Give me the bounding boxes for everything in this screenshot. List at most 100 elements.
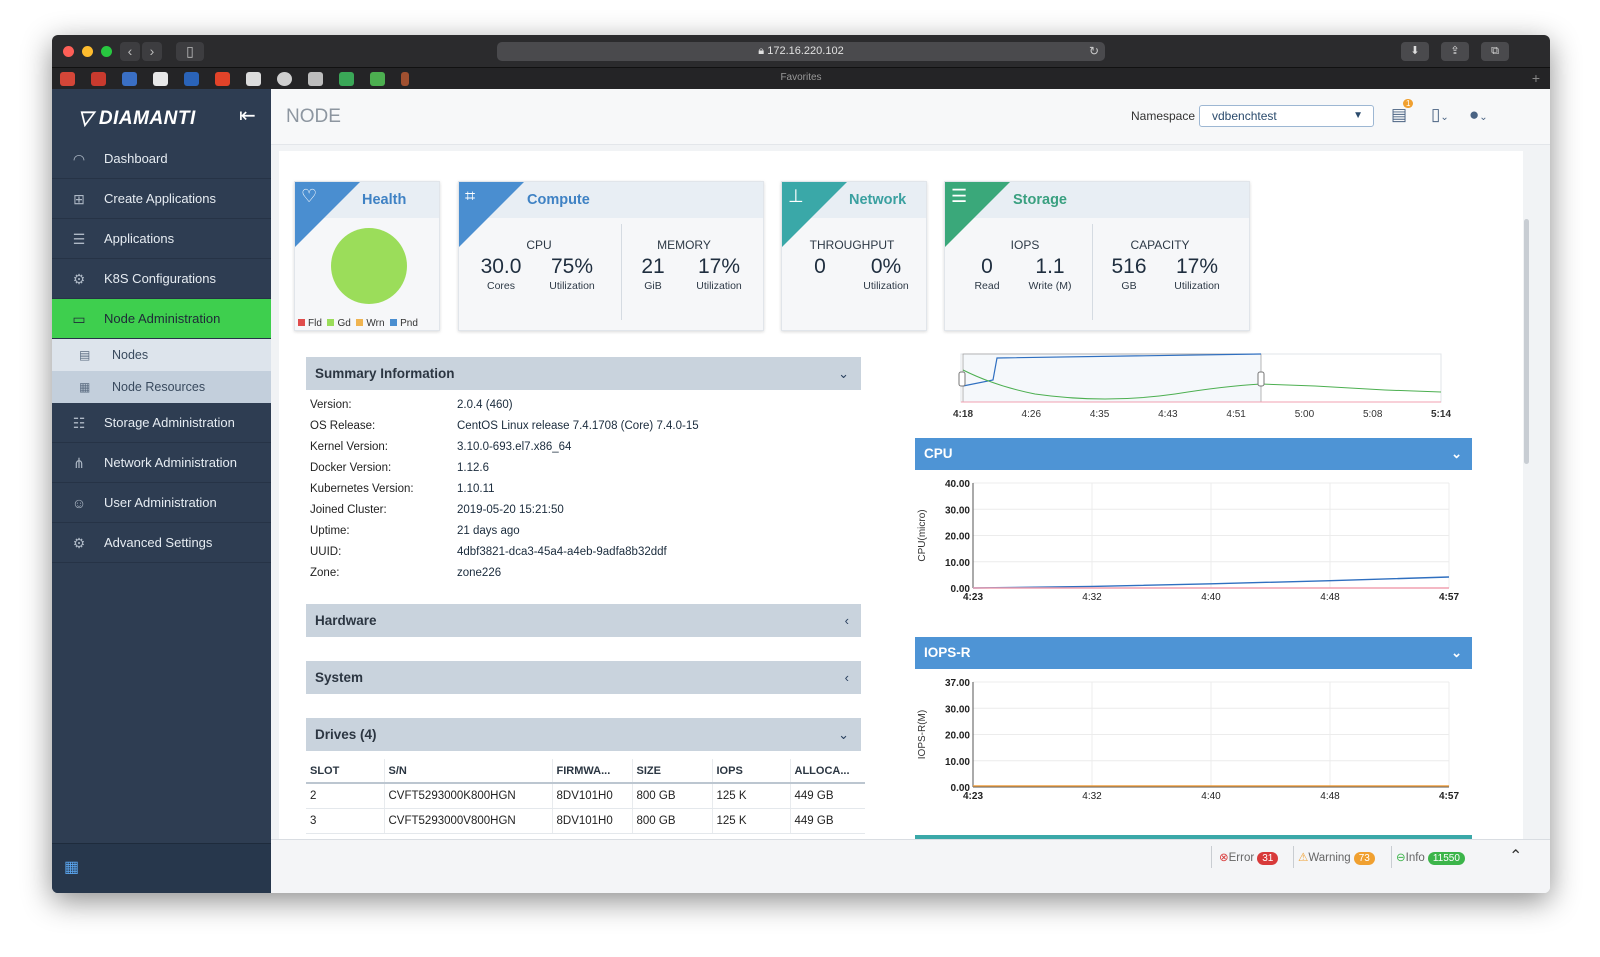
column-header[interactable]: ALLOCA... xyxy=(789,759,865,784)
sidebar-subitem-node-resources[interactable]: ▦ Node Resources xyxy=(52,371,271,403)
mail-favicon-icon[interactable] xyxy=(91,72,106,86)
sidebar-item-dashboard[interactable]: ◠ Dashboard xyxy=(52,139,271,179)
user-avatar-icon[interactable]: ●⌄ xyxy=(1469,105,1488,124)
scrollbar[interactable] xyxy=(1524,219,1529,464)
sidebar-toggle-icon[interactable]: ▯ xyxy=(176,42,204,61)
summary-information-header[interactable]: Summary Information ⌄ xyxy=(306,357,861,390)
reload-icon[interactable]: ↻ xyxy=(1088,44,1099,58)
table-cell: 8DV101H0 xyxy=(551,808,632,834)
hardware-header[interactable]: Hardware ‹ xyxy=(306,604,861,637)
minimize-window-button[interactable] xyxy=(82,46,93,57)
calendar-favicon-icon[interactable] xyxy=(122,72,137,86)
y-tick-label: 30.00 xyxy=(945,505,970,516)
legend-failed: Fld xyxy=(308,318,322,329)
network-util-metric: 0% Utilization xyxy=(863,255,909,292)
circle-favicon-icon[interactable] xyxy=(277,72,292,86)
notification-badge: 1 xyxy=(1403,99,1414,108)
column-header[interactable]: S/N xyxy=(383,759,552,784)
jenkins-favicon-icon[interactable] xyxy=(246,72,261,86)
dashboard-gauge-icon: ◠ xyxy=(72,151,86,167)
forward-button[interactable]: › xyxy=(142,42,162,61)
calendar-icon[interactable]: ▦ xyxy=(64,859,80,876)
expand-status-icon[interactable]: ⌃ xyxy=(1509,848,1523,865)
network-card[interactable]: ⊥ Network THROUGHPUT 0 0% Utilization xyxy=(781,181,927,331)
summary-key: UUID: xyxy=(310,546,342,558)
address-bar[interactable]: 🔒︎ 172.16.220.102 ↻ xyxy=(497,42,1105,61)
chart-title: CPU xyxy=(924,446,953,461)
back-button[interactable]: ‹ xyxy=(120,42,140,61)
office-favicon-icon[interactable] xyxy=(153,72,168,86)
drives-header[interactable]: Drives (4) ⌄ xyxy=(306,718,861,751)
y-tick-label: 20.00 xyxy=(945,532,970,543)
storage-card[interactable]: ☰ Storage IOPS 0 Read 1.1 Write (M) CAPACI… xyxy=(944,181,1250,331)
timeline-blue-line xyxy=(962,353,1262,387)
namespace-select[interactable]: vdbenchtest ▼ xyxy=(1199,105,1374,127)
outlook-favicon-icon[interactable] xyxy=(184,72,199,86)
flag-favicon-icon[interactable] xyxy=(401,72,409,86)
legend-warning: Wrn xyxy=(366,318,385,329)
divider xyxy=(1092,224,1093,320)
timeline-tick-label: 5:14 xyxy=(1431,409,1451,420)
table-cell: 449 GB xyxy=(789,783,865,809)
y-tick-label: 0.00 xyxy=(951,783,971,794)
avatar-favicon-icon[interactable] xyxy=(308,72,323,86)
sidebar: ▽ DIAMANTI ⇤ ◠ Dashboard ⊞ Create Applicat… xyxy=(52,89,271,893)
server-icon: ▤ xyxy=(79,348,91,362)
sidebar-item-node-administration[interactable]: ▭ Node Administration xyxy=(52,299,271,339)
sidebar-subitem-nodes[interactable]: ▤ Nodes xyxy=(52,339,271,371)
column-header[interactable]: FIRMWA... xyxy=(551,759,632,784)
close-window-button[interactable] xyxy=(63,46,74,57)
gitlab-favicon-icon[interactable] xyxy=(215,72,230,86)
iops-r-chart-header[interactable]: IOPS-R ⌄ xyxy=(915,637,1472,669)
sidebar-item-advanced-settings[interactable]: ⚙ Advanced Settings xyxy=(52,523,271,563)
chevron-down-icon: ⌄ xyxy=(1451,446,1462,461)
new-tab-icon[interactable]: + xyxy=(1531,70,1540,86)
throughput-label: THROUGHPUT xyxy=(809,238,895,252)
section-title: Drives (4) xyxy=(315,727,377,742)
lock-icon: 🔒︎ xyxy=(758,45,768,57)
help-icon[interactable]: ▯⌄ xyxy=(1431,105,1449,124)
sidebar-item-label: User Administration xyxy=(104,495,217,510)
table-row[interactable]: 3 CVFT5293000V800HGN 8DV101H0 800 GB 125… xyxy=(306,808,865,834)
gmail-favicon-icon[interactable] xyxy=(60,72,75,86)
sidebar-item-create-applications[interactable]: ⊞ Create Applications xyxy=(52,179,271,219)
shield-favicon-icon[interactable] xyxy=(370,72,385,86)
column-header[interactable]: SLOT xyxy=(306,759,384,784)
column-header[interactable]: IOPS xyxy=(711,759,790,784)
x-tick-label: 4:48 xyxy=(1320,592,1340,603)
download-icon[interactable]: ⬇ xyxy=(1401,42,1429,61)
table-cell: 125 K xyxy=(711,783,790,809)
health-legend: Fld Gd Wrn Pnd xyxy=(298,318,418,329)
sidebar-item-storage-administration[interactable]: ☷ Storage Administration xyxy=(52,403,271,443)
warning-status[interactable]: ⚠Warning 73 xyxy=(1298,850,1375,865)
sidebar-item-label: K8S Configurations xyxy=(104,271,217,286)
network-icon: ⋔ xyxy=(73,455,85,471)
network-tree-icon: ⊥ xyxy=(788,186,804,206)
collapse-menu-icon[interactable]: ⇤ xyxy=(239,105,256,127)
logo[interactable]: ▽ DIAMANTI xyxy=(78,107,196,130)
sidebar-item-k8s-configurations[interactable]: ⚙ K8S Configurations xyxy=(52,259,271,299)
x-tick-label: 4:32 xyxy=(1082,791,1102,802)
system-header[interactable]: System ‹ xyxy=(306,661,861,694)
error-status[interactable]: ⊗Error 31 xyxy=(1219,850,1279,865)
compute-card[interactable]: ⌗ Compute CPU 30.0 Cores 75% Utilization M… xyxy=(458,181,764,331)
y-tick-label: 37.00 xyxy=(945,678,970,689)
column-header[interactable]: SIZE xyxy=(631,759,712,784)
sidebar-item-network-administration[interactable]: ⋔ Network Administration xyxy=(52,443,271,483)
table-row[interactable]: 2 CVFT5293000K800HGN 8DV101H0 800 GB 125… xyxy=(306,783,865,809)
cpu-chart-header[interactable]: CPU ⌄ xyxy=(915,438,1472,470)
tabs-overview-icon[interactable]: ⧉ xyxy=(1481,42,1509,61)
notifications-icon[interactable]: ▤ 1 xyxy=(1391,99,1414,125)
sidebar-item-applications[interactable]: ☰ Applications xyxy=(52,219,271,259)
share-icon[interactable]: ⇪ xyxy=(1441,42,1469,61)
y-tick-label: 20.00 xyxy=(945,731,970,742)
sidebar-item-user-administration[interactable]: ☺ User Administration xyxy=(52,483,271,523)
zoom-window-button[interactable] xyxy=(101,46,112,57)
summary-key: Version: xyxy=(310,399,352,411)
health-card[interactable]: ♡ Health Fld Gd Wrn Pnd xyxy=(294,181,440,331)
drive-favicon-icon[interactable] xyxy=(339,72,354,86)
info-status[interactable]: ⊖Info 11550 xyxy=(1396,850,1465,865)
time-range-navigator[interactable]: 4:18 4:26 4:35 4:43 4:51 5:00 5:08 5:14 xyxy=(915,346,1475,426)
timeline-tick-label: 4:18 xyxy=(953,409,973,420)
summary-key: OS Release: xyxy=(310,420,376,432)
